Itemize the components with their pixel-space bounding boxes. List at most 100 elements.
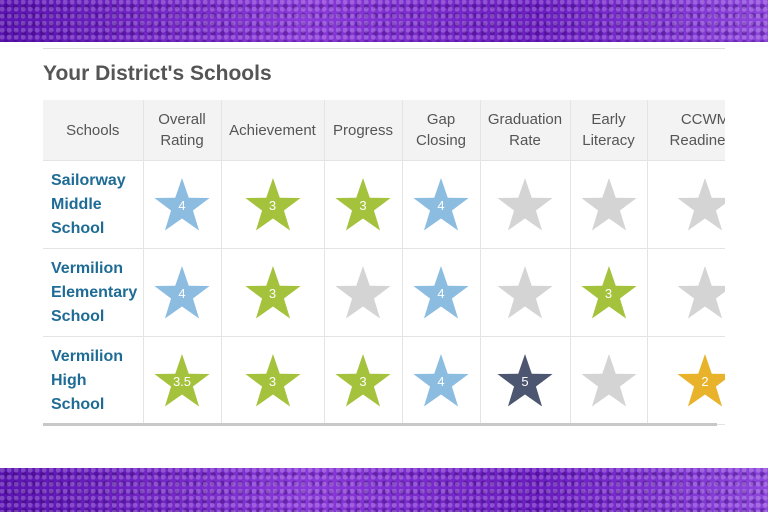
ratings-table: Schools Overall Rating Achievement Progress G… [43,100,725,425]
star-rating: 3 [333,176,393,234]
background-band-top [0,0,768,42]
school-name-line: High [51,371,87,389]
star-rating-value: 4 [437,373,445,389]
star-rating: 3 [243,352,303,410]
star-rating-value: 3 [359,197,367,213]
district-schools-panel: Your District's Schools Schools Overall Ra… [0,42,768,468]
star-shape [497,265,553,318]
school-name-line: School [51,307,105,325]
star-rating [495,176,555,234]
column-header-label: Graduation [487,111,563,128]
star-icon [580,353,637,406]
star-icon [677,265,725,318]
star-icon [497,353,553,406]
star-shape [677,265,725,318]
star-rating [675,176,725,234]
star-icon [244,265,301,318]
table-row: Vermilion Elementary School 4 3 4 3 [43,248,725,337]
star-rating-value: 5 [521,373,529,389]
star-shape [244,353,301,406]
rating-cell [480,248,571,337]
table-bottom-rule [43,423,717,426]
rating-cell [647,248,725,337]
rating-cell: 4 [143,248,222,337]
star-rating: 4 [411,352,471,410]
school-name-line: Vermilion [51,347,124,365]
school-name-link[interactable]: Sailorway Middle School [43,160,144,249]
column-header-label: Readiness [669,132,725,149]
background-band-bottom [0,468,768,512]
star-icon [413,353,469,406]
star-icon [677,177,725,230]
column-header-schools: Schools [43,100,144,161]
star-icon [497,265,553,318]
rating-cell [570,336,648,425]
star-rating: 4 [411,176,471,234]
star-rating-value: 3 [604,285,613,301]
rating-cell: 3.5 [143,336,222,425]
star-rating-value: 4 [178,285,186,301]
star-shape [335,265,391,318]
star-icon [413,265,469,318]
star-rating [675,264,725,322]
star-shape [335,177,391,230]
rating-cell: 5 [480,336,571,425]
star-shape [413,265,469,318]
star-rating [579,352,639,410]
star-rating-value: 3 [268,197,277,213]
star-rating-value: 3.5 [172,373,192,389]
column-header-graduation-rate: Graduation Rate [480,100,571,161]
star-shape [677,353,725,406]
star-rating: 3.5 [152,352,212,410]
rating-cell [570,160,648,249]
star-shape [497,177,553,230]
star-rating: 3 [579,264,639,322]
column-header-early-literacy: Early Literacy [570,100,648,161]
rating-cell: 3 [221,160,325,249]
table-header-row: Schools Overall Rating Achievement Progress G… [43,100,725,161]
star-rating: 3 [243,264,303,322]
star-icon [335,265,391,318]
star-rating: 4 [152,176,212,234]
column-header-label: Literacy [582,132,635,149]
star-rating: 4 [411,264,471,322]
star-shape [154,353,210,406]
star-shape [580,265,637,318]
table-row: Vermilion High School 3.5 3 3 4 5 2 [43,336,725,425]
school-name-line: School [51,395,105,413]
star-icon [580,177,637,230]
star-icon [497,177,553,230]
rating-cell [647,160,725,249]
star-rating-value: 3 [268,285,277,301]
star-rating: 3 [243,176,303,234]
star-shape [154,177,210,230]
star-icon [335,353,391,406]
star-rating: 4 [152,264,212,322]
ratings-table-container: Schools Overall Rating Achievement Progress G… [43,100,725,425]
star-shape [335,353,391,406]
column-header-label: Gap [426,111,456,128]
rating-cell: 3 [324,336,403,425]
school-name-link[interactable]: Vermilion High School [43,336,144,425]
column-header-label: Progress [332,121,394,139]
rating-cell [324,248,403,337]
column-header-label: Overall [158,111,206,128]
school-name-line: Middle [51,195,102,213]
rating-cell [480,160,571,249]
star-rating: 5 [495,352,555,410]
column-header-label: Rate [509,132,541,149]
rating-cell: 3 [221,248,325,337]
star-rating [495,264,555,322]
school-name-link[interactable]: Vermilion Elementary School [43,248,144,337]
school-name-line: School [51,219,105,237]
rating-cell: 4 [143,160,222,249]
star-rating-value: 4 [437,285,445,301]
column-header-gap-closing: Gap Closing [402,100,481,161]
star-shape [244,177,301,230]
star-icon [580,265,637,318]
star-icon [244,177,301,230]
star-icon [154,177,210,230]
star-shape [413,353,469,406]
star-rating-value: 4 [437,197,445,213]
column-header-label: Achievement [229,121,316,139]
